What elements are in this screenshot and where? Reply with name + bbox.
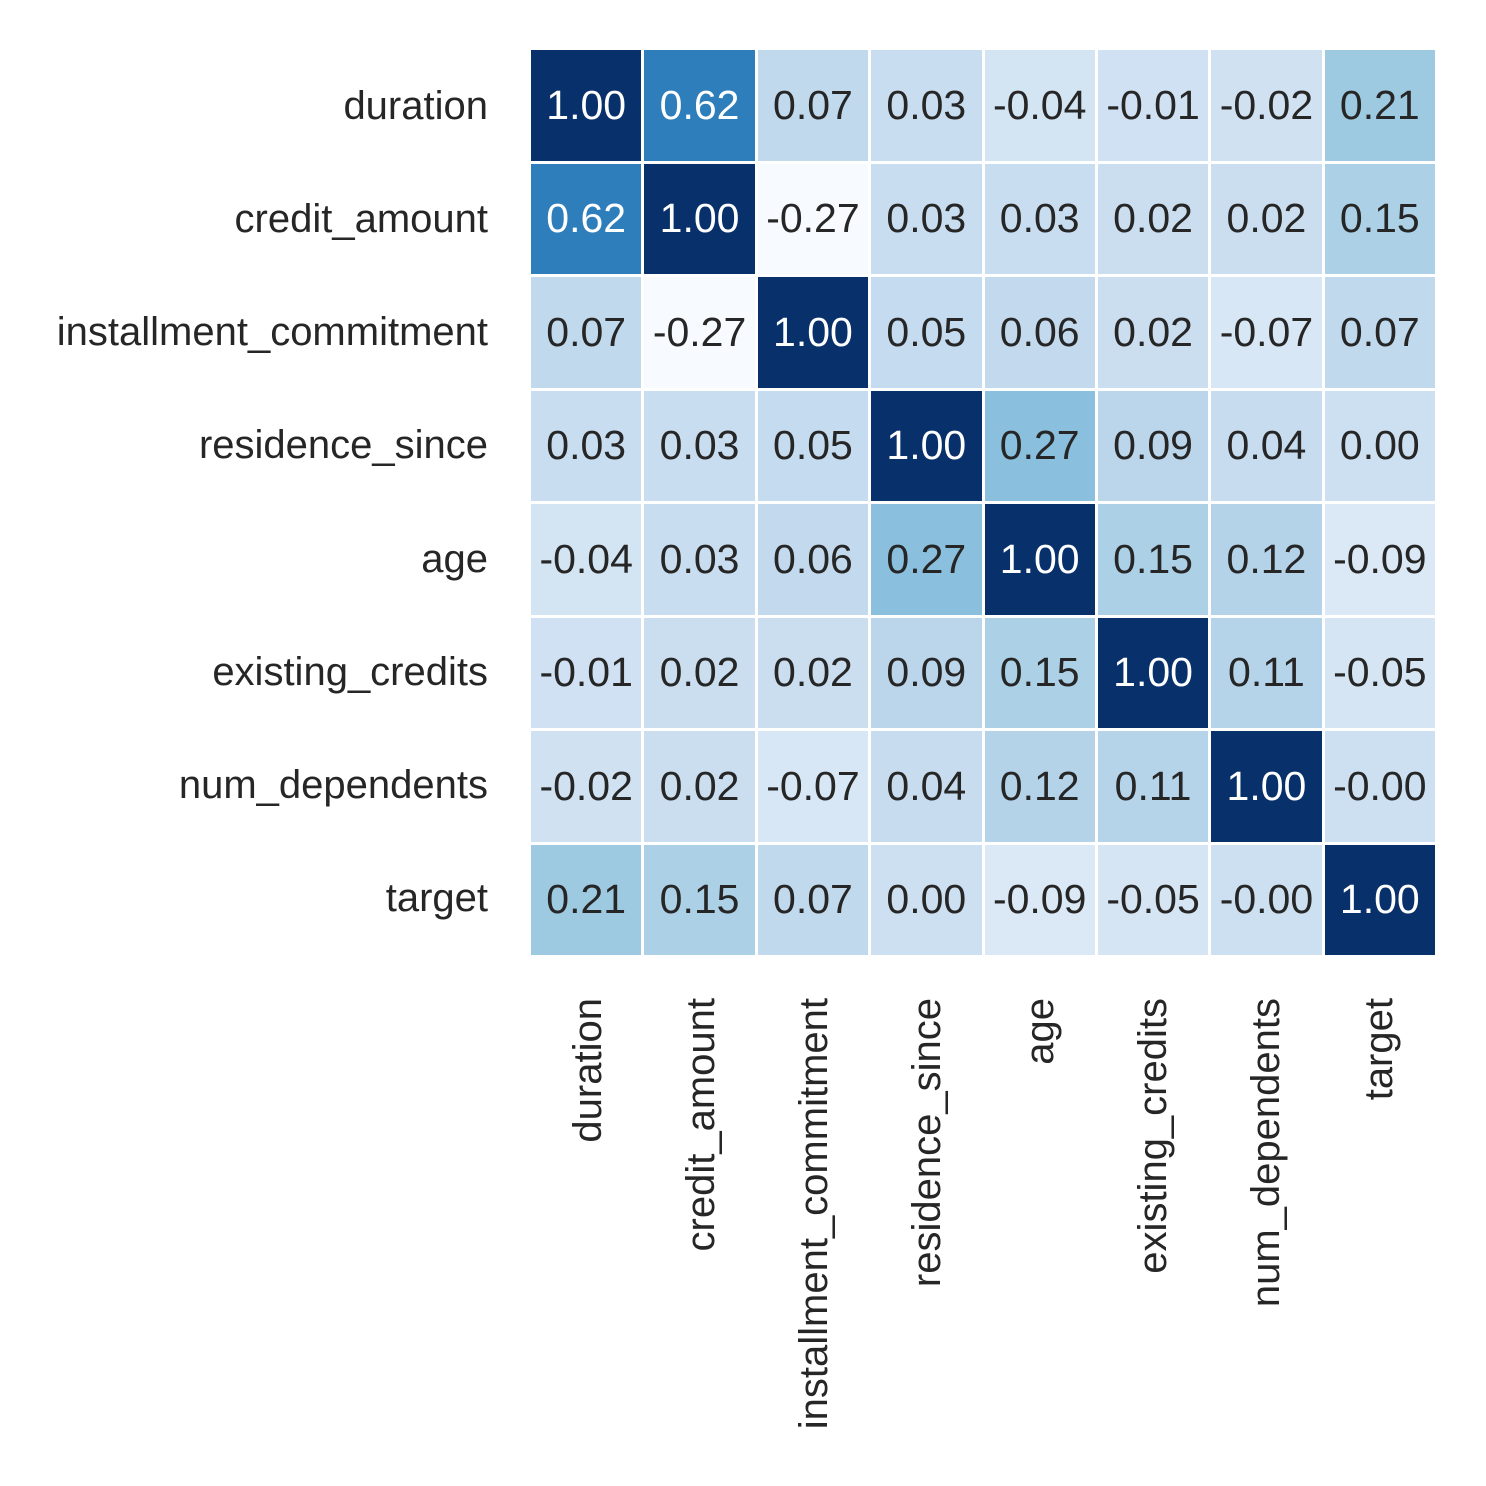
heatmap-cell-age-x-installment_commitment: 0.06: [757, 504, 869, 615]
heatmap-cell-target-x-duration: 0.21: [531, 844, 642, 955]
heatmap-cell-residence_since-x-existing_credits: 0.09: [1097, 390, 1209, 501]
heatmap-cell-target-x-num_dependents: -0.00: [1211, 844, 1322, 955]
heatmap-cell-credit_amount-x-age: 0.03: [984, 163, 1095, 274]
x-tick-label-wrap-target: target: [1322, 998, 1435, 1468]
x-tick-label-target: target: [1356, 998, 1401, 1101]
y-tick-label-residence_since: residence_since: [198, 423, 488, 468]
heatmap-cell-residence_since-x-residence_since: 1.00: [871, 390, 982, 501]
x-tick-label-num_dependents: num_dependents: [1243, 998, 1288, 1308]
x-tick-label-wrap-residence_since: residence_since: [870, 998, 983, 1468]
heatmap-cell-credit_amount-x-existing_credits: 0.02: [1097, 163, 1209, 274]
heatmap-cell-age-x-target: -0.09: [1324, 504, 1435, 615]
heatmap-cell-residence_since-x-credit_amount: 0.03: [644, 390, 755, 501]
x-tick-label-installment_commitment: installment_commitment: [791, 998, 836, 1430]
y-tick-label-installment_commitment: installment_commitment: [56, 310, 488, 355]
x-tick-label-wrap-credit_amount: credit_amount: [644, 998, 757, 1468]
heatmap-cell-num_dependents-x-age: 0.12: [984, 731, 1095, 842]
x-tick-label-duration: duration: [565, 998, 610, 1143]
x-tick-label-wrap-installment_commitment: installment_commitment: [757, 998, 870, 1468]
heatmap-cell-duration-x-existing_credits: -0.01: [1097, 50, 1209, 161]
heatmap-cell-installment_commitment-x-duration: 0.07: [531, 277, 642, 388]
heatmap-cell-target-x-installment_commitment: 0.07: [757, 844, 869, 955]
heatmap-cell-installment_commitment-x-credit_amount: -0.27: [644, 277, 755, 388]
heatmap-cell-credit_amount-x-credit_amount: 1.00: [644, 163, 755, 274]
heatmap-cell-duration-x-num_dependents: -0.02: [1211, 50, 1322, 161]
heatmap-cell-credit_amount-x-target: 0.15: [1324, 163, 1435, 274]
heatmap-cell-duration-x-target: 0.21: [1324, 50, 1435, 161]
y-tick-label-credit_amount: credit_amount: [234, 197, 488, 242]
heatmap-cell-existing_credits-x-installment_commitment: 0.02: [757, 617, 869, 728]
heatmap-cell-installment_commitment-x-installment_commitment: 1.00: [757, 277, 869, 388]
heatmap-cell-installment_commitment-x-num_dependents: -0.07: [1211, 277, 1322, 388]
heatmap-cell-age-x-num_dependents: 0.12: [1211, 504, 1322, 615]
heatmap-cell-credit_amount-x-residence_since: 0.03: [871, 163, 982, 274]
heatmap-cell-credit_amount-x-num_dependents: 0.02: [1211, 163, 1322, 274]
heatmap-cell-num_dependents-x-existing_credits: 0.11: [1097, 731, 1209, 842]
x-tick-label-existing_credits: existing_credits: [1130, 998, 1175, 1274]
heatmap-cell-target-x-credit_amount: 0.15: [644, 844, 755, 955]
heatmap-cell-age-x-existing_credits: 0.15: [1097, 504, 1209, 615]
heatmap-cell-duration-x-duration: 1.00: [531, 50, 642, 161]
x-tick-label-wrap-age: age: [983, 998, 1096, 1468]
heatmap-cell-credit_amount-x-installment_commitment: -0.27: [757, 163, 869, 274]
heatmap-cell-target-x-target: 1.00: [1324, 844, 1435, 955]
y-tick-label-target: target: [385, 875, 488, 920]
y-axis-tick-labels: duration credit_amount installment_commitm…: [0, 50, 488, 955]
heatmap-cell-residence_since-x-age: 0.27: [984, 390, 1095, 501]
y-tick-label-existing_credits: existing_credits: [212, 649, 488, 694]
heatmap-cell-existing_credits-x-duration: -0.01: [531, 617, 642, 728]
heatmap-cell-age-x-credit_amount: 0.03: [644, 504, 755, 615]
heatmap-cell-installment_commitment-x-age: 0.06: [984, 277, 1095, 388]
heatmap-cell-target-x-existing_credits: -0.05: [1097, 844, 1209, 955]
heatmap-cell-residence_since-x-installment_commitment: 0.05: [757, 390, 869, 501]
heatmap-cell-existing_credits-x-age: 0.15: [984, 617, 1095, 728]
heatmap-cell-installment_commitment-x-target: 0.07: [1324, 277, 1435, 388]
heatmap-cell-duration-x-age: -0.04: [984, 50, 1095, 161]
heatmap-cell-existing_credits-x-existing_credits: 1.00: [1097, 617, 1209, 728]
heatmap-cell-num_dependents-x-duration: -0.02: [531, 731, 642, 842]
x-tick-label-wrap-duration: duration: [531, 998, 644, 1468]
y-tick-label-num_dependents: num_dependents: [178, 762, 488, 807]
heatmap-cell-num_dependents-x-credit_amount: 0.02: [644, 731, 755, 842]
heatmap-cell-residence_since-x-num_dependents: 0.04: [1211, 390, 1322, 501]
heatmap-cell-age-x-residence_since: 0.27: [871, 504, 982, 615]
heatmap-grid: 1.00 0.62 0.07 0.03 -0.04 -0.01 -0.02 0.21 0.62 1…: [531, 50, 1435, 955]
heatmap-cell-residence_since-x-duration: 0.03: [531, 390, 642, 501]
heatmap-cell-duration-x-credit_amount: 0.62: [644, 50, 755, 161]
heatmap-cell-existing_credits-x-num_dependents: 0.11: [1211, 617, 1322, 728]
heatmap-cell-installment_commitment-x-residence_since: 0.05: [871, 277, 982, 388]
heatmap-cell-credit_amount-x-duration: 0.62: [531, 163, 642, 274]
heatmap-cell-duration-x-installment_commitment: 0.07: [757, 50, 869, 161]
heatmap-cell-target-x-residence_since: 0.00: [871, 844, 982, 955]
x-tick-label-wrap-existing_credits: existing_credits: [1096, 998, 1209, 1468]
heatmap-cell-existing_credits-x-target: -0.05: [1324, 617, 1435, 728]
heatmap-cell-installment_commitment-x-existing_credits: 0.02: [1097, 277, 1209, 388]
heatmap-cell-existing_credits-x-credit_amount: 0.02: [644, 617, 755, 728]
heatmap-cell-num_dependents-x-target: -0.00: [1324, 731, 1435, 842]
heatmap-cell-existing_credits-x-residence_since: 0.09: [871, 617, 982, 728]
heatmap-cell-residence_since-x-target: 0.00: [1324, 390, 1435, 501]
heatmap-cell-target-x-age: -0.09: [984, 844, 1095, 955]
y-tick-label-duration: duration: [343, 84, 488, 129]
y-tick-label-age: age: [421, 536, 488, 581]
x-axis-tick-labels: duration credit_amount installment_commitm…: [531, 998, 1435, 1468]
heatmap-cell-age-x-age: 1.00: [984, 504, 1095, 615]
heatmap-cell-num_dependents-x-installment_commitment: -0.07: [757, 731, 869, 842]
x-tick-label-age: age: [1017, 998, 1062, 1065]
heatmap-cell-duration-x-residence_since: 0.03: [871, 50, 982, 161]
heatmap-cell-num_dependents-x-num_dependents: 1.00: [1211, 731, 1322, 842]
heatmap-cell-num_dependents-x-residence_since: 0.04: [871, 731, 982, 842]
heatmap-cell-age-x-duration: -0.04: [531, 504, 642, 615]
x-tick-label-wrap-num_dependents: num_dependents: [1209, 998, 1322, 1468]
x-tick-label-credit_amount: credit_amount: [678, 998, 723, 1252]
x-tick-label-residence_since: residence_since: [904, 998, 949, 1288]
